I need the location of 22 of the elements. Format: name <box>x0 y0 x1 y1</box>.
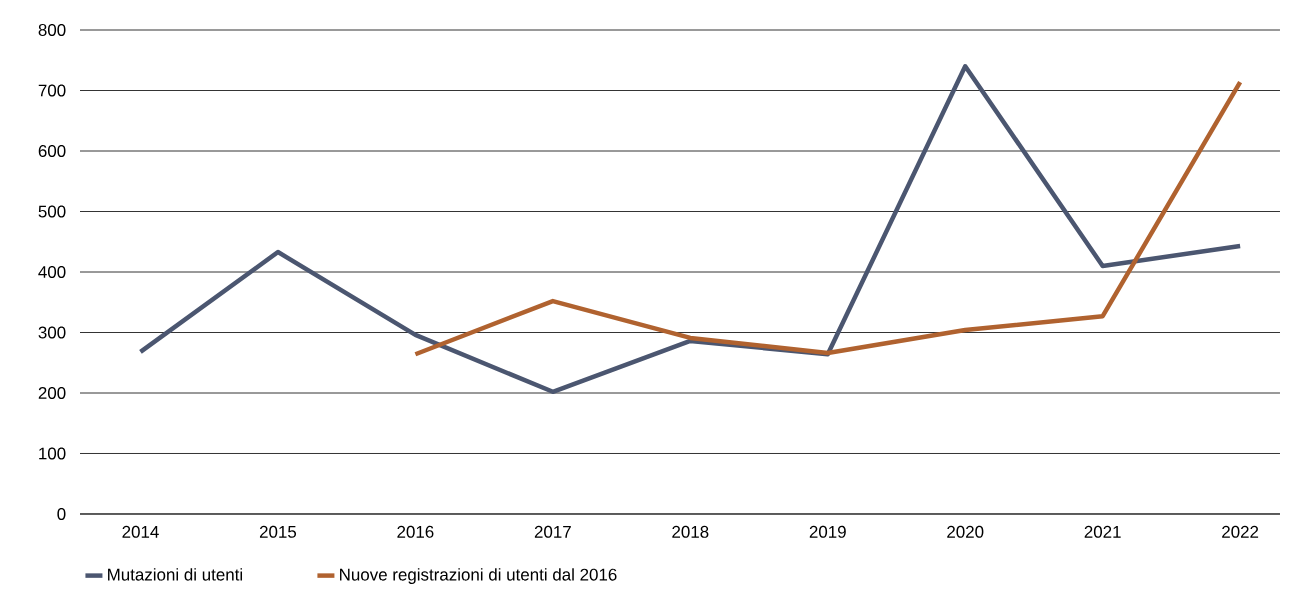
legend-label: Nuove registrazioni di utenti dal 2016 <box>340 568 617 584</box>
x-tick-label: 2019 <box>809 525 846 538</box>
x-tick-label: 2022 <box>1222 525 1259 538</box>
y-tick-label: 700 <box>38 84 66 97</box>
y-tick-label: 0 <box>57 508 66 520</box>
y-tick-label: 600 <box>38 145 66 158</box>
y-tick-label: 500 <box>38 205 66 218</box>
x-tick-label: 2021 <box>1084 525 1121 538</box>
y-tick-label: 800 <box>38 24 66 37</box>
x-tick-label: 2018 <box>672 525 709 538</box>
legend-label: Mutazioni di utenti <box>108 568 243 581</box>
x-tick-label: 2014 <box>122 525 159 538</box>
line-series <box>413 79 1243 357</box>
x-tick-label: 2017 <box>534 525 571 538</box>
y-tick-label: 300 <box>38 326 66 339</box>
x-tick-label: 2016 <box>397 525 434 538</box>
y-tick-label: 400 <box>38 266 66 279</box>
x-tick-label: 2020 <box>947 525 984 538</box>
y-tick-label: 200 <box>38 387 66 399</box>
y-tick-label: 100 <box>39 447 66 460</box>
line-series <box>138 64 1243 395</box>
x-tick-label: 2015 <box>259 525 297 538</box>
